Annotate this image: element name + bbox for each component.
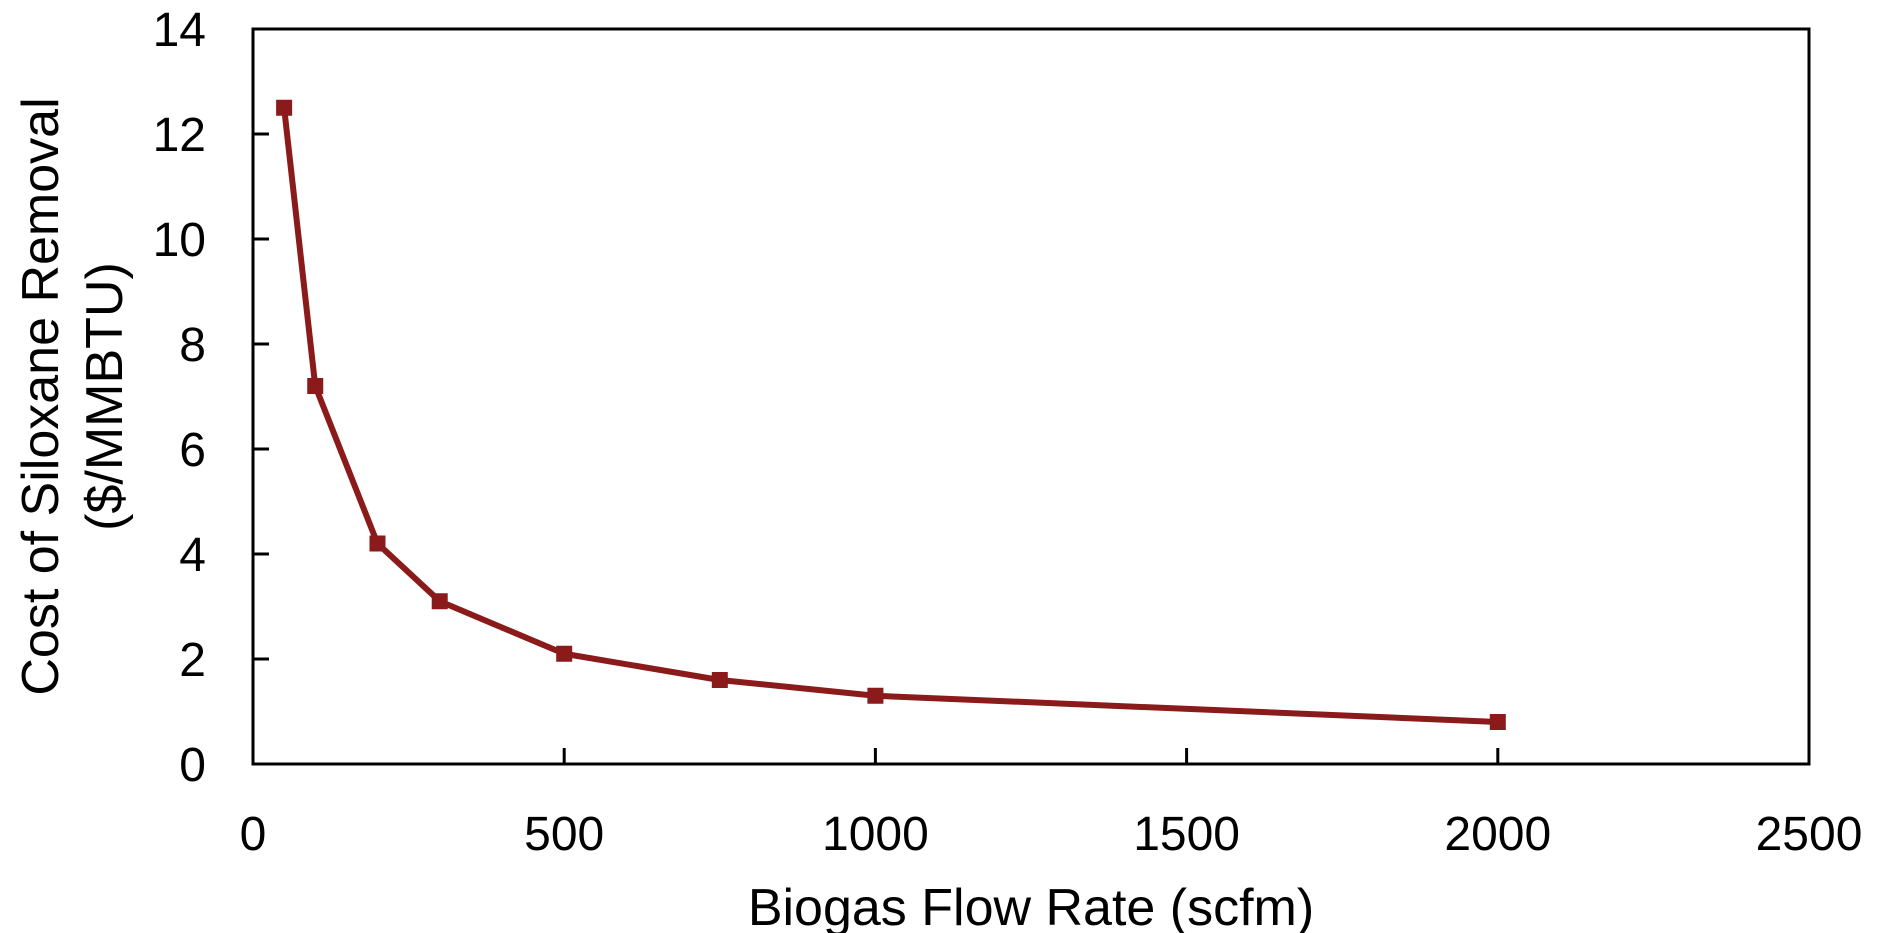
data-point [369, 535, 386, 552]
x-tick-label: 2500 [1756, 808, 1863, 861]
y-tick-label: 0 [179, 739, 206, 792]
y-tick-label: 2 [179, 634, 206, 687]
data-point [556, 645, 573, 662]
y-axis-title: Cost of Siloxane Removal ($/MMBTU) [12, 97, 134, 695]
data-point [307, 378, 324, 394]
y-tick-label: 12 [153, 109, 206, 162]
x-tick-label: 0 [240, 808, 267, 861]
x-tick-label: 500 [524, 808, 604, 861]
data-point [276, 99, 293, 116]
y-axis-title-line-2: ($/MMBTU) [76, 262, 134, 531]
series-layer [276, 99, 1506, 730]
x-tick-label: 2000 [1444, 808, 1551, 861]
x-tick-label: 1500 [1133, 808, 1240, 861]
y-tick-label: 6 [179, 424, 206, 477]
data-point [711, 672, 728, 688]
y-tick-label: 8 [179, 319, 206, 372]
x-axis-title: Biogas Flow Rate (scfm) [748, 879, 1314, 933]
x-axis-ticks: 0 500 1000 1500 2000 2500 [240, 748, 1863, 861]
data-point [867, 687, 884, 704]
y-axis-ticks: 0 2 4 6 8 10 12 14 [153, 4, 269, 792]
y-tick-label: 14 [153, 4, 206, 57]
y-axis-title-line-1: Cost of Siloxane Removal [12, 97, 70, 695]
y-tick-label: 10 [153, 214, 206, 267]
plot-area-frame [251, 27, 1811, 766]
data-point [1489, 714, 1506, 730]
y-tick-label: 4 [179, 529, 206, 582]
data-point [431, 593, 448, 610]
series-line [281, 107, 1498, 725]
x-tick-label: 1000 [822, 808, 929, 861]
